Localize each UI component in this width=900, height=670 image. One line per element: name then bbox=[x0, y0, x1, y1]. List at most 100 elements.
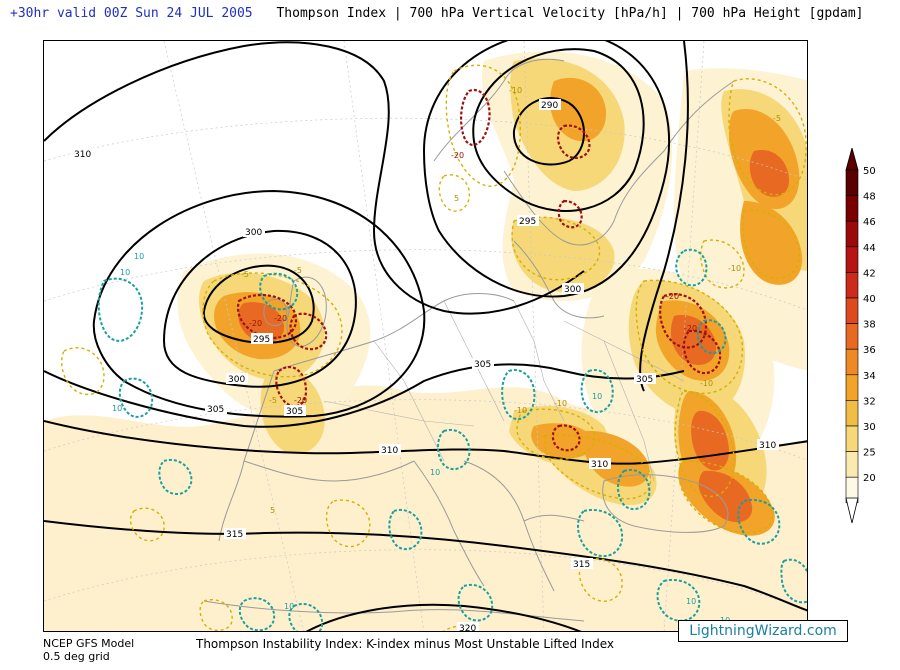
map-header: +30hr valid 00Z Sun 24 JUL 2005 Thompson… bbox=[10, 6, 890, 28]
colorbar-cell bbox=[845, 348, 859, 376]
vv-label: 10 bbox=[134, 252, 144, 261]
height-label: 315 bbox=[226, 530, 243, 540]
height-label: 305 bbox=[474, 360, 491, 370]
height-label: 310 bbox=[381, 446, 398, 456]
colorbar-cell bbox=[845, 169, 859, 196]
valid-time: +30hr valid 00Z Sun 24 JUL 2005 bbox=[10, 6, 253, 21]
colorbar-cell bbox=[845, 323, 859, 350]
height-label: 310 bbox=[591, 460, 608, 470]
colorbar-cell bbox=[845, 374, 859, 401]
height-label: 315 bbox=[573, 560, 590, 570]
height-contours bbox=[44, 41, 807, 631]
vv-negative-weak bbox=[60, 64, 807, 631]
height-contour-305-east bbox=[639, 41, 689, 392]
coast-balkans bbox=[463, 460, 585, 592]
vv-label: 10 bbox=[120, 268, 130, 277]
height-label: 300 bbox=[228, 375, 245, 385]
colorbar-label: 30 bbox=[863, 422, 876, 433]
height-label: 300 bbox=[245, 228, 262, 238]
vv-label: 5 bbox=[454, 194, 459, 203]
vv-label: -10 bbox=[509, 86, 522, 95]
colorbar-label: 34 bbox=[863, 371, 876, 382]
vv-label: 10 bbox=[284, 602, 294, 611]
height-contour-295-north bbox=[472, 48, 645, 212]
height-label: 295 bbox=[253, 335, 270, 345]
colorbar-label: 50 bbox=[863, 166, 876, 177]
height-label: 290 bbox=[541, 101, 558, 111]
colorbar-cell bbox=[845, 297, 859, 324]
height-label: 320 bbox=[459, 624, 476, 632]
height-label: 305 bbox=[207, 405, 224, 415]
height-contour-310 bbox=[44, 41, 585, 315]
height-label: 300 bbox=[564, 285, 581, 295]
vv-label: -10 bbox=[554, 399, 567, 408]
model-name: NCEP GFS Model bbox=[43, 637, 135, 650]
vv-label: -20 bbox=[666, 292, 679, 301]
height-label: 310 bbox=[74, 150, 91, 160]
colorbar-cell bbox=[845, 195, 859, 222]
fill-peak-zone bbox=[698, 470, 753, 523]
weather-map: 310 300 295 300 305 290 295 300 305 310 … bbox=[43, 40, 808, 632]
colorbar-cell bbox=[845, 272, 859, 299]
colorbar-label: 48 bbox=[863, 192, 876, 203]
colorbar-cell bbox=[845, 425, 859, 452]
fill-peak-zone bbox=[749, 150, 789, 197]
brand-link[interactable]: LightningWizard.com bbox=[678, 620, 848, 642]
vv-label: 10 bbox=[686, 597, 696, 606]
colorbar-label: 46 bbox=[863, 217, 876, 228]
coast-black-sea bbox=[602, 474, 729, 533]
vv-label: 10 bbox=[430, 468, 440, 477]
vv-label: 10 bbox=[112, 404, 122, 413]
coast-british-isles bbox=[263, 276, 327, 347]
graticule bbox=[44, 41, 807, 631]
colorbar-label: 20 bbox=[863, 473, 876, 484]
vv-label: -5 bbox=[773, 114, 781, 123]
vv-label: -10 bbox=[514, 406, 527, 415]
vv-label: -10 bbox=[700, 379, 713, 388]
coastlines bbox=[203, 58, 735, 622]
fill-peak-zone bbox=[670, 315, 717, 366]
height-contour-305-mid bbox=[44, 363, 685, 428]
colorbar-cell bbox=[845, 451, 859, 478]
index-description: Thompson Instability Index: K-index minu… bbox=[196, 637, 614, 651]
height-labels: 310 300 295 300 305 290 295 300 305 310 … bbox=[72, 99, 779, 632]
fill-peak-zone bbox=[238, 302, 285, 343]
height-label: 305 bbox=[636, 375, 653, 385]
coast-scandinavia bbox=[433, 58, 735, 246]
colorbar-labels: 50 48 46 44 42 40 38 36 34 32 30 25 20 bbox=[863, 166, 876, 484]
vv-label: -5 bbox=[241, 270, 249, 279]
colorbar-label: 44 bbox=[863, 243, 876, 254]
height-contour-300-low bbox=[162, 229, 357, 388]
country-borders bbox=[323, 300, 685, 482]
height-contour-295 bbox=[202, 264, 315, 344]
colorbar-cells bbox=[845, 169, 859, 504]
map-canvas: 310 300 295 300 305 290 295 300 305 310 … bbox=[44, 41, 807, 632]
colorbar-label: 32 bbox=[863, 396, 876, 407]
colorbar-label: 40 bbox=[863, 294, 876, 305]
model-grid: 0.5 deg grid bbox=[43, 650, 110, 663]
height-label: 305 bbox=[286, 407, 303, 417]
fill-peak-zone bbox=[691, 410, 729, 471]
vv-label: -5 bbox=[294, 266, 302, 275]
coast-baltic bbox=[513, 240, 605, 319]
colorbar-legend: 50 48 46 44 42 40 38 36 34 32 30 25 20 bbox=[845, 148, 876, 524]
height-contour-310-mid bbox=[44, 420, 807, 465]
map-title: Thompson Index | 700 hPa Vertical Veloci… bbox=[276, 6, 864, 21]
colorbar-bottom-arrow bbox=[845, 497, 859, 524]
coast-italy bbox=[413, 460, 485, 587]
fill-high-zone bbox=[740, 201, 803, 285]
colorbar-cell bbox=[845, 220, 859, 248]
fill-mid-zone bbox=[511, 217, 615, 292]
colorbar-label: 42 bbox=[863, 268, 876, 279]
vv-label: -20 bbox=[249, 319, 262, 328]
vv-label: -20 bbox=[274, 314, 287, 323]
vv-label: -20 bbox=[451, 151, 464, 160]
height-contour-315 bbox=[44, 520, 807, 612]
model-info: NCEP GFS Model 0.5 deg grid bbox=[43, 637, 134, 663]
height-label: 310 bbox=[759, 441, 776, 451]
vv-label: 5 bbox=[270, 506, 275, 515]
height-contour-305-ring bbox=[92, 189, 426, 418]
colorbar-label: 25 bbox=[863, 448, 876, 459]
colorbar-label: 38 bbox=[863, 320, 876, 331]
vv-labels: -20 -20 -5 -5 -20 -20 -5 -10 -20 -20 -10… bbox=[112, 86, 781, 625]
